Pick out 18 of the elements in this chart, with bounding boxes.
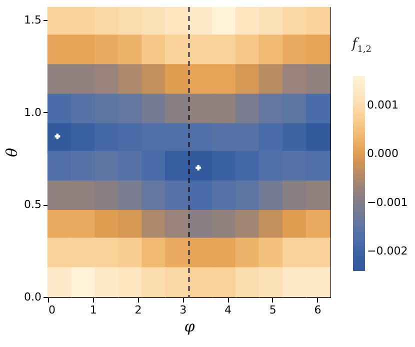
color-bar-label: 0.001: [367, 98, 398, 112]
color-bar-label: −0.001: [367, 196, 408, 209]
y-tick-label: 0.5: [24, 198, 42, 212]
y-tick-label: 0.0: [24, 290, 42, 304]
y-tick-label: 1.5: [24, 14, 42, 27]
y-tick-label: 1.0: [24, 106, 42, 119]
color-bar-label: −0.002: [367, 244, 408, 258]
x-tick-label: 6: [314, 304, 322, 316]
x-tick-label: 0: [48, 304, 56, 316]
color-bar-label: 0.000: [367, 147, 398, 160]
x-tick-label: 2: [134, 304, 142, 316]
x-tick-label: 3: [180, 304, 187, 316]
x-axis-title: φ: [184, 318, 196, 336]
x-tick-label: 4: [224, 304, 232, 316]
x-tick-label: 1: [90, 304, 97, 316]
x-tick-label: 5: [269, 304, 276, 316]
color-bar-title: f$_{1,2}$: [352, 36, 372, 55]
y-axis-title: θ: [3, 148, 22, 158]
